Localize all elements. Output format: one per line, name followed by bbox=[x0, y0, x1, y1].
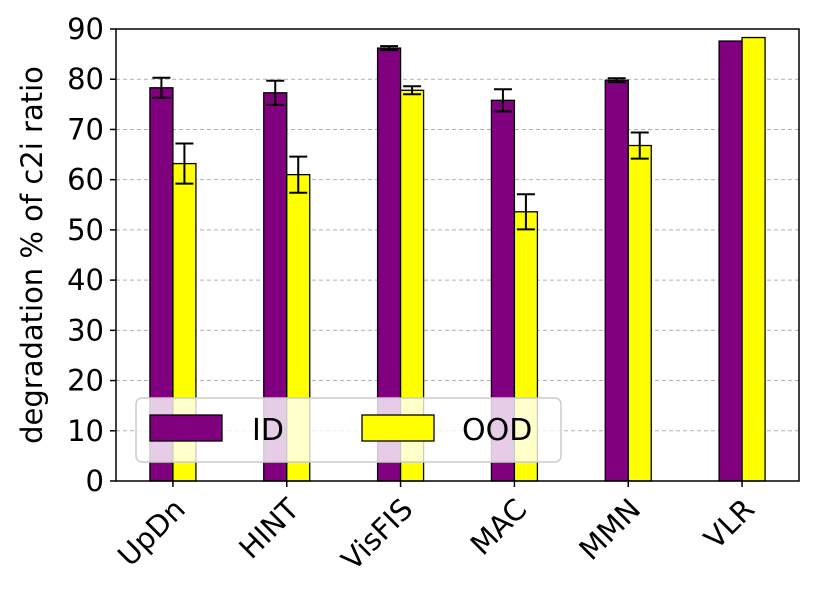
bar-ood-vlr bbox=[741, 36, 766, 482]
error-bar bbox=[380, 45, 399, 52]
error-bar bbox=[266, 79, 285, 106]
bar-id-mmn bbox=[604, 79, 629, 482]
bar-id-vlr bbox=[718, 40, 743, 482]
y-tick-label: 30 bbox=[67, 313, 104, 347]
legend-label-ood: OOD bbox=[462, 413, 532, 448]
y-tick-label: 70 bbox=[67, 112, 104, 146]
y-tick-label: 60 bbox=[67, 163, 104, 197]
x-tick-label: UpDn bbox=[111, 492, 192, 573]
y-axis-label: degradation % of c2i ratio bbox=[15, 66, 49, 444]
y-tick-label: 40 bbox=[67, 263, 104, 297]
x-tick-label: MAC bbox=[464, 492, 534, 562]
y-tick-label: 10 bbox=[67, 414, 104, 448]
bar-ood-mmn bbox=[627, 144, 652, 482]
y-tick-label: 80 bbox=[67, 62, 104, 96]
y-tick-label: 0 bbox=[86, 464, 104, 498]
error-bar bbox=[403, 85, 422, 96]
error-bar bbox=[175, 142, 194, 185]
x-tick-label: MMN bbox=[572, 492, 647, 567]
error-bar bbox=[493, 88, 512, 113]
x-tick-label: VLR bbox=[697, 492, 761, 556]
error-bar bbox=[289, 155, 308, 194]
y-tick-label: 50 bbox=[67, 213, 104, 247]
y-tick-label: 90 bbox=[67, 12, 104, 46]
legend-swatch-ood bbox=[361, 414, 435, 442]
error-bar bbox=[630, 131, 649, 160]
error-bar bbox=[516, 193, 535, 231]
legend-swatch-id bbox=[149, 414, 223, 442]
gridlines bbox=[116, 78, 799, 432]
plot-frame bbox=[115, 28, 800, 482]
error-bar bbox=[152, 76, 171, 99]
legend: ID OOD bbox=[135, 397, 562, 463]
error-bar bbox=[607, 77, 626, 84]
legend-box bbox=[135, 397, 562, 463]
legend-label-id: ID bbox=[252, 413, 284, 448]
x-tick-label: VisFIS bbox=[335, 492, 420, 577]
y-tick-label: 20 bbox=[67, 364, 104, 398]
x-tick-label: HINT bbox=[232, 492, 306, 566]
